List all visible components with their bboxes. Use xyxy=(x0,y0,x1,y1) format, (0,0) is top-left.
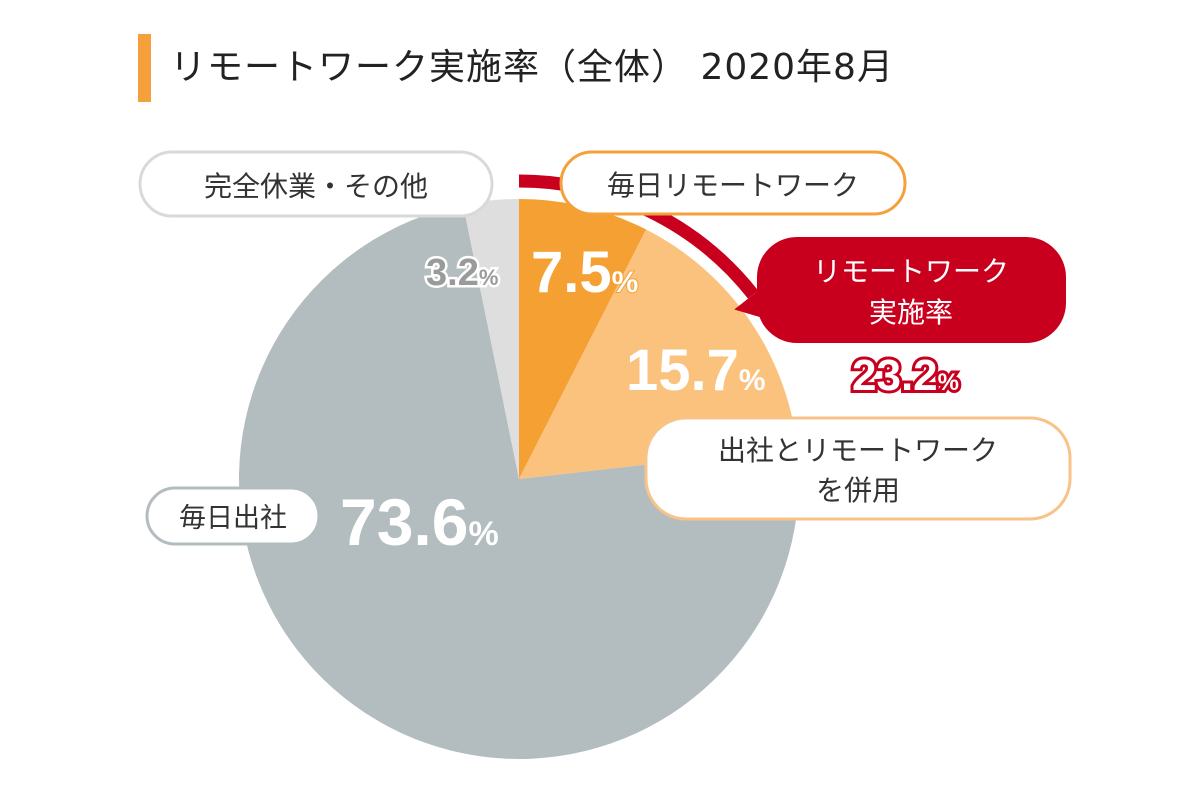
label-pill-other xyxy=(138,150,494,218)
label-office: 毎日出社 xyxy=(179,503,287,534)
value-other: 3.2% xyxy=(426,252,498,294)
label-mixed-line2: を併用 xyxy=(816,474,900,507)
label-daily-remote: 毎日リモートワーク xyxy=(607,169,859,202)
value-remote-total-fill: 23.2% xyxy=(852,351,959,400)
label-other: 完全休業・その他 xyxy=(204,170,428,203)
label-pill-mixed xyxy=(644,416,1072,521)
label-mixed-line1: 出社とリモートワーク xyxy=(718,434,998,467)
slice-other xyxy=(463,199,519,479)
chart-title: リモートワーク実施率（全体） 2020年8月 xyxy=(170,47,894,88)
label-pill-daily-remote xyxy=(559,150,907,216)
label-pill-remote-total xyxy=(757,237,1066,343)
label-remote-total-line2: 実施率 xyxy=(869,296,953,329)
label-remote-total-line1: リモートワーク xyxy=(813,255,1009,288)
value-mixed: 15.7% xyxy=(626,338,766,403)
title-accent-bar xyxy=(138,34,151,102)
slice-daily-remote xyxy=(519,199,647,479)
value-daily-remote: 7.5% xyxy=(531,240,638,305)
value-office: 73.6% xyxy=(340,485,499,559)
value-remote-total: 23.2% xyxy=(852,351,959,400)
slice-office xyxy=(239,204,799,759)
label-pill-office xyxy=(145,486,321,546)
